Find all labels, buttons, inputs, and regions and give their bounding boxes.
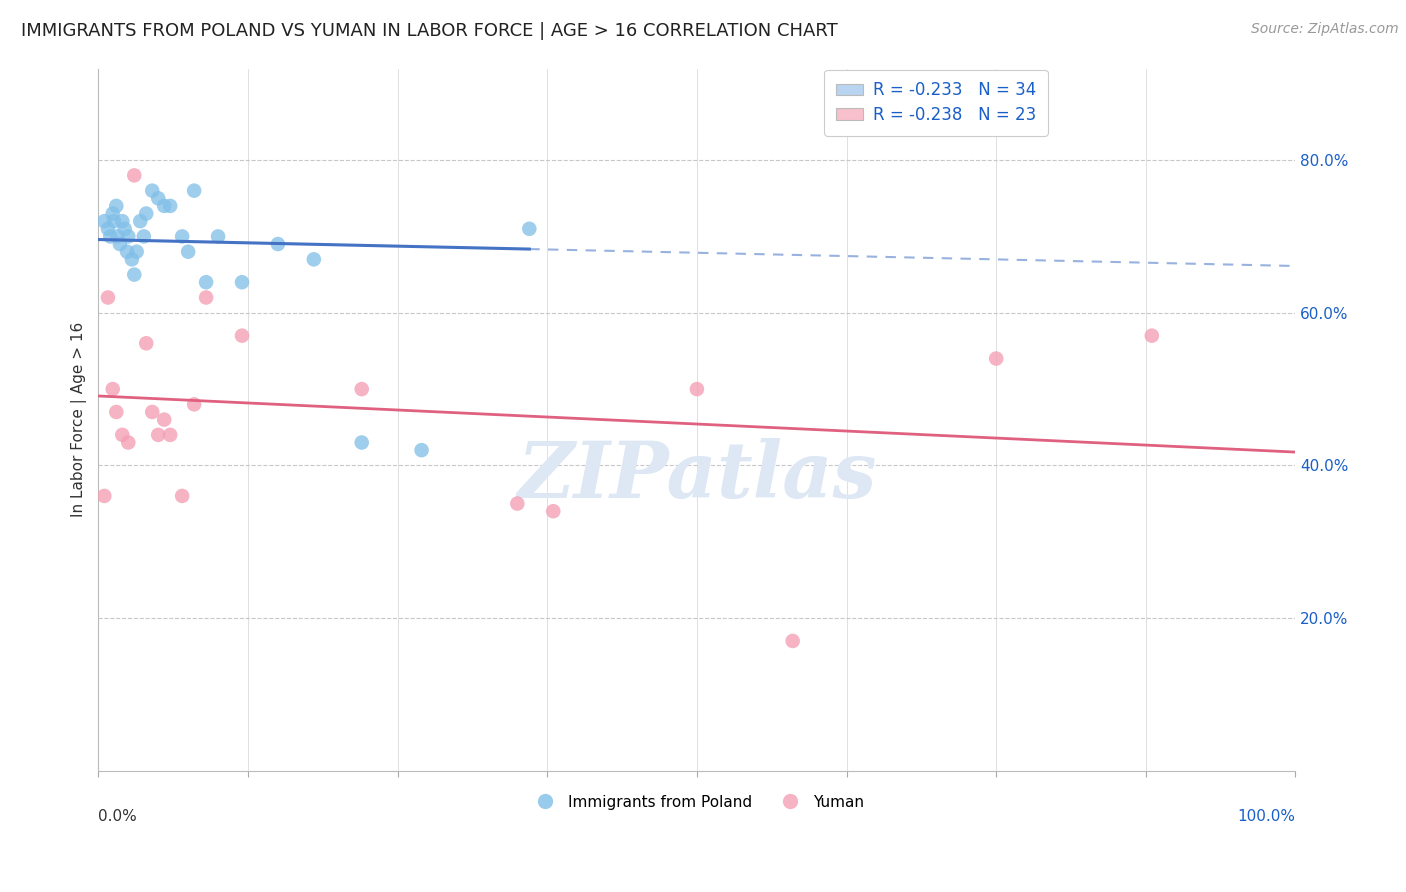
Point [183,184,205,198]
Point [172,229,194,244]
Point [153,199,176,213]
Legend: Immigrants from Poland, Yuman: Immigrants from Poland, Yuman [523,789,870,815]
Point [159,428,181,442]
Point [121,252,143,267]
Point [148,191,170,205]
Point [231,328,253,343]
Point [141,405,163,419]
Y-axis label: In Labor Force | Age > 16: In Labor Force | Age > 16 [72,322,87,517]
Text: 0.0%: 0.0% [98,809,138,824]
Point [141,184,163,198]
Point [148,428,170,442]
Point [177,244,200,259]
Text: IMMIGRANTS FROM POLAND VS YUMAN IN LABOR FORCE | AGE > 16 CORRELATION CHART: IMMIGRANTS FROM POLAND VS YUMAN IN LABOR… [21,22,838,40]
Point [115,244,138,259]
Point [207,229,229,244]
Point [782,634,804,648]
Point [103,214,125,228]
Point [111,428,134,442]
Point [97,291,120,305]
Point [350,382,373,396]
Point [686,382,709,396]
Text: 100.0%: 100.0% [1237,809,1295,824]
Point [125,244,148,259]
Point [153,412,176,426]
Point [195,291,218,305]
Text: Source: ZipAtlas.com: Source: ZipAtlas.com [1251,22,1399,37]
Point [135,336,157,351]
Point [98,229,121,244]
Point [195,275,218,289]
Point [1140,328,1163,343]
Point [117,229,139,244]
Point [108,237,131,252]
Point [302,252,325,267]
Point [517,222,540,236]
Point [132,229,155,244]
Point [541,504,564,518]
Point [350,435,373,450]
Point [105,199,128,213]
Point [93,489,115,503]
Point [101,382,124,396]
Point [159,199,181,213]
Point [122,169,145,183]
Point [97,222,120,236]
Text: ZIPatlas: ZIPatlas [517,438,876,514]
Point [411,443,433,458]
Point [107,229,129,244]
Point [114,222,136,236]
Point [135,206,157,220]
Point [267,237,290,252]
Point [111,214,134,228]
Point [122,268,145,282]
Point [129,214,152,228]
Point [506,497,529,511]
Point [105,405,128,419]
Point [93,214,115,228]
Point [183,397,205,411]
Point [172,489,194,503]
Point [830,107,852,121]
Point [231,275,253,289]
Point [986,351,1008,366]
Point [117,435,139,450]
Point [101,206,124,220]
